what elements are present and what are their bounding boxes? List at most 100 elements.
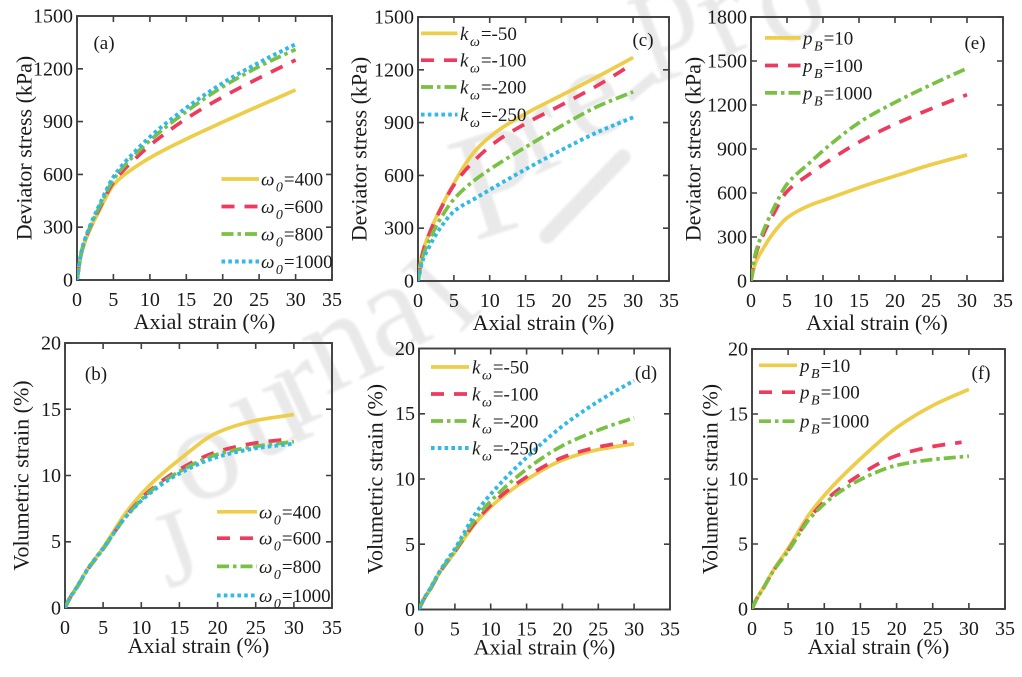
svg-text:ω0=400: ω 0=400 [259,502,321,528]
svg-text:0: 0 [414,619,424,641]
svg-text:5: 5 [738,534,748,556]
svg-text:0: 0 [737,271,747,293]
svg-text:10: 10 [131,617,151,639]
svg-text:kω=-200: k ω=-200 [472,412,538,438]
svg-text:300: 300 [384,218,414,240]
svg-text:(e): (e) [964,33,985,54]
svg-text:10: 10 [813,290,833,312]
svg-text:35: 35 [659,290,679,312]
svg-text:0: 0 [405,599,415,621]
svg-text:1200: 1200 [33,58,73,80]
svg-text:15: 15 [849,290,869,312]
svg-text:pB=100: p B=100 [801,56,863,82]
svg-text:Axial strain (%): Axial strain (%) [806,310,948,335]
svg-text:20: 20 [213,289,233,311]
svg-text:30: 30 [284,617,304,639]
svg-text:35: 35 [660,619,680,641]
svg-text:600: 600 [717,183,747,205]
svg-text:Axial strain (%): Axial strain (%) [128,633,270,658]
svg-text:5: 5 [450,619,460,641]
svg-text:10: 10 [140,289,160,311]
svg-text:30: 30 [286,289,306,311]
svg-text:kω=-250: k ω=-250 [472,439,538,465]
svg-text:25: 25 [587,290,607,312]
svg-text:0: 0 [63,270,73,292]
svg-text:900: 900 [717,139,747,161]
svg-text:0: 0 [404,271,414,293]
svg-text:30: 30 [623,290,643,312]
svg-text:15: 15 [395,403,415,425]
svg-text:pB=1000: p B=1000 [798,412,869,438]
svg-text:35: 35 [995,618,1015,640]
svg-text:Volumetric strain (%): Volumetric strain (%) [9,380,34,570]
svg-text:kω=-100: k ω=-100 [460,51,526,77]
svg-text:(c): (c) [632,30,653,51]
svg-text:5: 5 [98,617,108,639]
svg-text:300: 300 [717,227,747,249]
svg-text:Axial strain (%): Axial strain (%) [473,310,615,335]
svg-text:(d): (d) [635,363,657,384]
svg-text:20: 20 [551,290,571,312]
svg-text:20: 20 [41,333,61,355]
svg-text:Deviator stress (kPa): Deviator stress (kPa) [347,57,372,242]
svg-text:600: 600 [384,165,414,187]
svg-text:Volumetric strain (%): Volumetric strain (%) [363,384,388,574]
svg-text:1800: 1800 [707,7,747,29]
svg-text:20: 20 [728,339,748,361]
svg-text:15: 15 [517,619,537,641]
svg-text:1200: 1200 [707,95,747,117]
svg-text:0: 0 [413,290,423,312]
svg-text:0: 0 [738,599,748,621]
svg-text:20: 20 [208,617,228,639]
svg-text:(a): (a) [93,33,114,54]
svg-text:600: 600 [43,164,73,186]
svg-text:35: 35 [993,290,1013,312]
svg-text:15: 15 [516,290,536,312]
svg-text:25: 25 [588,619,608,641]
svg-text:Axial strain (%): Axial strain (%) [134,309,276,334]
svg-text:30: 30 [957,290,977,312]
svg-text:1500: 1500 [374,7,414,29]
svg-text:ω0=600: ω 0=600 [259,529,321,555]
svg-text:kω=-50: k ω=-50 [472,358,529,384]
svg-text:1200: 1200 [374,59,414,81]
svg-text:10: 10 [395,469,415,491]
svg-text:5: 5 [405,534,415,556]
svg-text:pB=10: p B=10 [801,28,853,54]
svg-text:25: 25 [249,289,269,311]
svg-text:0: 0 [60,617,70,639]
svg-text:900: 900 [384,112,414,134]
svg-text:15: 15 [176,289,196,311]
svg-text:5: 5 [783,618,793,640]
svg-text:0: 0 [72,289,82,311]
svg-text:10: 10 [41,465,61,487]
svg-text:Volumetric strain (%): Volumetric strain (%) [698,384,723,574]
svg-text:ω0=400: ω 0=400 [261,170,323,196]
svg-text:35: 35 [322,289,342,311]
svg-text:pB=100: p B=100 [798,383,860,409]
svg-text:Deviator stress (kPa): Deviator stress (kPa) [681,57,706,242]
svg-text:1500: 1500 [707,51,747,73]
svg-text:ω0=1000: ω 0=1000 [261,252,333,278]
svg-text:0: 0 [51,598,61,620]
svg-text:kω=-100: k ω=-100 [472,385,538,411]
svg-text:25: 25 [246,617,266,639]
svg-text:900: 900 [43,111,73,133]
svg-text:15: 15 [728,404,748,426]
svg-text:ω0=600: ω 0=600 [261,197,323,223]
svg-text:(f): (f) [972,363,991,384]
svg-text:25: 25 [923,618,943,640]
svg-text:1500: 1500 [33,6,73,28]
svg-text:5: 5 [449,290,459,312]
svg-text:20: 20 [885,290,905,312]
svg-text:ω0=1000: ω 0=1000 [259,586,331,612]
svg-text:5: 5 [782,290,792,312]
svg-text:30: 30 [959,618,979,640]
svg-text:30: 30 [624,619,644,641]
svg-text:300: 300 [43,217,73,239]
svg-text:pB=10: p B=10 [798,356,850,382]
svg-text:10: 10 [480,290,500,312]
svg-text:20: 20 [552,619,572,641]
svg-text:10: 10 [814,618,834,640]
svg-text:15: 15 [41,399,61,421]
